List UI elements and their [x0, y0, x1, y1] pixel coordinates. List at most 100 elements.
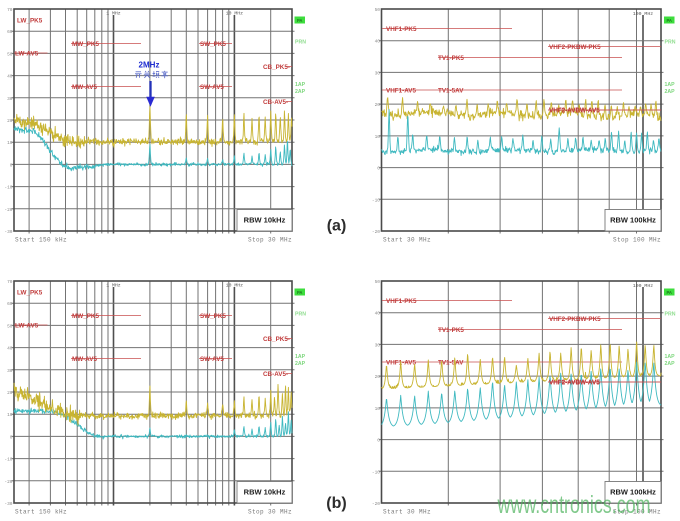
svg-text:20: 20	[7, 118, 13, 124]
svg-text:LW-AV5: LW-AV5	[15, 51, 39, 58]
svg-text:(b): (b)	[326, 495, 346, 512]
svg-text:RBW 10kHz: RBW 10kHz	[244, 488, 286, 497]
svg-text:TV1-5AV: TV1-5AV	[438, 360, 464, 367]
svg-text:Stop 30 MHz: Stop 30 MHz	[248, 237, 292, 244]
svg-text:40: 40	[7, 74, 13, 80]
svg-text:10: 10	[7, 412, 13, 418]
svg-text:0: 0	[10, 434, 13, 440]
svg-text:40: 40	[375, 39, 381, 45]
svg-text:50: 50	[7, 323, 13, 329]
svg-text:2AP: 2AP	[295, 89, 306, 95]
svg-text:PRN: PRN	[665, 40, 676, 46]
svg-text:Start 150 kHz: Start 150 kHz	[15, 237, 67, 244]
svg-text:PA: PA	[666, 18, 672, 23]
svg-text:VHF1-AV5: VHF1-AV5	[386, 88, 416, 95]
svg-text:CB-AV5-: CB-AV5-	[263, 99, 288, 106]
svg-text:LW_PK5: LW_PK5	[17, 18, 43, 25]
svg-text:1 MHz: 1 MHz	[106, 283, 121, 289]
svg-text:30: 30	[375, 342, 381, 348]
svg-text:40: 40	[7, 346, 13, 352]
svg-text:LW-AV5: LW-AV5	[15, 323, 39, 330]
svg-text:RBW 10kHz: RBW 10kHz	[244, 216, 286, 225]
svg-text:TV1-PK5: TV1-PK5	[438, 327, 464, 334]
svg-text:10: 10	[7, 140, 13, 146]
svg-text:70: 70	[7, 7, 13, 13]
svg-text:VHF2-PKBW-PK5: VHF2-PKBW-PK5	[549, 44, 601, 51]
svg-text:0: 0	[10, 162, 13, 168]
svg-text:Start 30 MHz: Start 30 MHz	[383, 509, 431, 516]
svg-text:(a): (a)	[327, 218, 347, 235]
svg-text:20: 20	[375, 102, 381, 108]
svg-text:-20: -20	[4, 479, 12, 485]
svg-text:10 MHz: 10 MHz	[226, 283, 243, 289]
svg-text:SW_PK5: SW_PK5	[200, 41, 226, 48]
svg-text:1 MHz: 1 MHz	[106, 11, 121, 17]
svg-text:50: 50	[375, 279, 381, 285]
svg-text:VHF1-PK5: VHF1-PK5	[386, 298, 417, 305]
svg-text:2AP: 2AP	[665, 89, 676, 95]
svg-text:1AP: 1AP	[295, 82, 306, 88]
svg-text:30: 30	[7, 368, 13, 374]
svg-text:CB_PK5-: CB_PK5-	[263, 64, 290, 71]
svg-text:2AP: 2AP	[295, 361, 306, 367]
svg-text:-10: -10	[4, 457, 12, 463]
svg-text:20: 20	[375, 374, 381, 380]
svg-text:PRN: PRN	[295, 312, 306, 318]
svg-text:CB-AV5-: CB-AV5-	[263, 371, 288, 378]
svg-text:100 MHz: 100 MHz	[633, 283, 653, 289]
svg-text:PRN: PRN	[665, 312, 676, 318]
svg-text:-10: -10	[372, 197, 380, 203]
svg-text:VHF2-AVBW-AV5: VHF2-AVBW-AV5	[549, 379, 600, 386]
svg-text:MW_PK5: MW_PK5	[72, 313, 99, 320]
svg-text:2MHz: 2MHz	[139, 61, 160, 70]
svg-text:www.cntronics.com: www.cntronics.com	[497, 491, 651, 519]
svg-text:TV1-PK5: TV1-PK5	[438, 55, 464, 62]
svg-text:PA: PA	[297, 18, 303, 23]
svg-text:VHF2-AVBW-AV5: VHF2-AVBW-AV5	[549, 108, 600, 115]
svg-text:Stop 30 MHz: Stop 30 MHz	[248, 509, 292, 516]
svg-text:-30: -30	[4, 229, 12, 235]
svg-text:70: 70	[7, 279, 13, 285]
svg-text:-20: -20	[4, 207, 12, 213]
svg-text:60: 60	[7, 301, 13, 307]
svg-text:MW-AV5: MW-AV5	[72, 356, 97, 363]
svg-text:2AP: 2AP	[665, 361, 676, 367]
svg-text:VHF2-PKBW-PK5: VHF2-PKBW-PK5	[549, 316, 601, 323]
svg-text:RBW 100kHz: RBW 100kHz	[610, 216, 656, 225]
svg-text:LW_PK5: LW_PK5	[17, 290, 43, 297]
svg-text:PA: PA	[297, 290, 303, 295]
svg-text:10 MHz: 10 MHz	[226, 11, 243, 17]
svg-text:RBW 100kHz: RBW 100kHz	[610, 488, 656, 497]
svg-text:-30: -30	[4, 501, 12, 507]
svg-text:Start 30 MHz: Start 30 MHz	[383, 237, 431, 244]
svg-text:50: 50	[375, 7, 381, 13]
svg-text:-20: -20	[372, 229, 380, 235]
svg-text:MW_PK5: MW_PK5	[72, 41, 99, 48]
svg-text:PRN: PRN	[295, 40, 306, 46]
svg-text:SW-AV5: SW-AV5	[200, 356, 224, 363]
svg-text:-10: -10	[372, 469, 380, 475]
svg-text:CB_PK5-: CB_PK5-	[263, 336, 290, 343]
svg-text:1AP: 1AP	[665, 82, 676, 88]
svg-text:Stop 100 MHz: Stop 100 MHz	[613, 237, 661, 244]
svg-text:VHF2-AVBW-AV5: VHF2-AVBW-AV5	[549, 380, 600, 387]
svg-text:SW_PK5: SW_PK5	[200, 313, 226, 320]
svg-text:Stop 100 MHz: Stop 100 MHz	[613, 509, 661, 516]
svg-text:40: 40	[375, 311, 381, 317]
svg-text:10: 10	[375, 406, 381, 412]
svg-text:PA: PA	[666, 290, 672, 295]
svg-text:1AP: 1AP	[665, 354, 676, 360]
svg-text:0: 0	[377, 438, 380, 444]
svg-text:30: 30	[375, 70, 381, 76]
svg-text:20: 20	[7, 390, 13, 396]
svg-text:1AP: 1AP	[295, 354, 306, 360]
svg-text:10: 10	[375, 134, 381, 140]
svg-text:SW-AV5: SW-AV5	[200, 84, 224, 91]
svg-text:-20: -20	[372, 501, 380, 507]
svg-text:MW-AV5: MW-AV5	[72, 84, 97, 91]
svg-text:60: 60	[7, 29, 13, 35]
svg-text:100 MHz: 100 MHz	[633, 11, 653, 17]
svg-text:VHF1-PK5: VHF1-PK5	[386, 26, 417, 33]
svg-text:TV1-5AV: TV1-5AV	[438, 88, 464, 95]
svg-text:Start 150 kHz: Start 150 kHz	[15, 509, 67, 516]
